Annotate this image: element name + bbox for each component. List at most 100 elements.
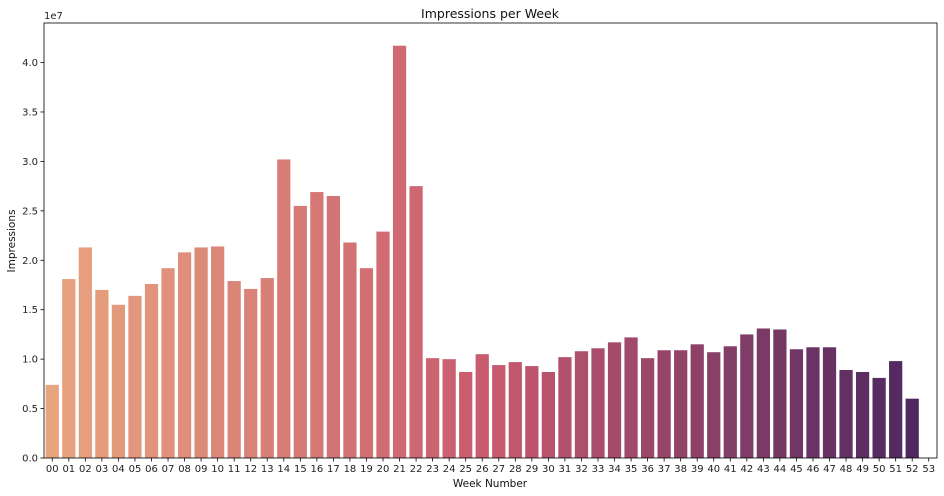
y-axis-label: Impressions [6,210,18,273]
y-tick-label: 3.5 [22,107,38,118]
x-tick-label: 10 [211,464,224,475]
x-tick-label: 14 [277,464,290,475]
bar-week-02 [78,247,92,458]
x-tick-label: 02 [79,464,92,475]
bar-week-20 [376,231,390,458]
x-tick-label: 25 [459,464,472,475]
bar-week-23 [426,358,440,458]
bar-week-26 [475,354,489,458]
bar-week-49 [855,371,870,458]
bar-week-40 [707,352,721,458]
bar-week-37 [657,350,671,458]
bar-week-41 [723,346,737,458]
bar-week-29 [525,366,539,458]
bar-week-48 [839,370,853,458]
bar-week-34 [607,342,622,458]
x-tick-label: 11 [228,464,241,475]
x-tick-label: 06 [145,464,158,475]
x-tick-label: 01 [62,464,75,475]
y-tick-label: 2.5 [22,206,38,217]
x-tick-label: 35 [625,464,638,475]
bar-week-07 [161,268,175,458]
bar-week-12 [244,288,258,458]
chart-title: Impressions per Week [421,6,560,21]
bar-week-51 [889,361,903,458]
bar-week-24 [442,359,456,458]
bar-week-52 [905,398,919,458]
y-tick-label: 0.0 [22,454,38,465]
bar-week-21 [392,45,407,459]
x-tick-label: 50 [873,464,886,475]
x-tick-label: 40 [707,464,720,475]
x-tick-label: 26 [476,464,489,475]
x-tick-label: 34 [608,464,621,475]
bar-week-14 [277,159,291,458]
x-tick-label: 36 [641,464,654,475]
x-tick-label: 00 [46,464,59,475]
bar-week-39 [690,344,704,458]
bar-week-30 [541,371,555,458]
bar-week-17 [326,196,341,458]
bar-week-47 [822,347,837,458]
bar-week-05 [128,295,142,458]
x-tick-label: 30 [542,464,555,475]
bar-week-46 [806,347,820,458]
x-tick-label: 08 [178,464,191,475]
bar-week-04 [111,304,126,458]
x-tick-label: 45 [790,464,803,475]
x-tick-label: 51 [889,464,902,475]
x-axis-label: Week Number [453,478,528,490]
x-tick-label: 46 [807,464,820,475]
bar-week-18 [343,242,357,458]
bar-week-15 [293,205,307,458]
x-tick-label: 43 [757,464,770,475]
bar-week-35 [624,337,638,458]
bar-week-28 [508,362,522,458]
x-tick-label: 12 [244,464,257,475]
bar-week-06 [144,284,159,458]
bars-group [45,45,919,459]
bar-week-27 [492,365,506,458]
y-ticks-group: 0.0 0.5 1.0 1.5 2.0 2.5 3.0 3.5 4.0 [22,58,44,465]
bar-week-09 [194,247,208,458]
x-tick-label: 38 [674,464,687,475]
x-tick-label: 41 [724,464,737,475]
bar-week-36 [640,358,655,458]
bar-week-44 [773,329,787,458]
bar-week-13 [260,278,274,458]
x-tick-label: 47 [823,464,836,475]
x-tick-label: 05 [129,464,142,475]
x-tick-label: 21 [393,464,406,475]
x-tick-label: 48 [840,464,853,475]
x-tick-label: 20 [377,464,390,475]
x-tick-label: 18 [344,464,357,475]
x-tick-label: 39 [691,464,704,475]
y-tick-label: 0.5 [22,404,38,415]
x-tick-label: 19 [360,464,373,475]
x-tick-label: 27 [492,464,505,475]
plot-frame [43,22,938,459]
x-tick-label: 03 [96,464,109,475]
y-tick-label: 2.0 [22,256,38,267]
x-ticks-group: 00 01 02 03 04 05 06 07 08 09 10 11 12 13 14 15 16 17 18 19… [46,458,935,475]
bar-week-50 [872,377,886,458]
x-tick-label: 44 [774,464,787,475]
bar-week-11 [227,281,241,458]
x-tick-label: 49 [856,464,869,475]
bar-week-25 [459,371,473,458]
bar-week-38 [674,350,688,458]
bar-week-42 [740,334,754,458]
bar-week-32 [574,351,589,458]
x-tick-label: 16 [310,464,323,475]
bar-week-45 [789,349,804,458]
bar-week-10 [211,246,225,458]
bar-week-01 [62,279,76,458]
x-tick-label: 04 [112,464,125,475]
y-tick-label: 3.0 [22,157,38,168]
x-tick-label: 17 [327,464,340,475]
x-tick-label: 09 [195,464,208,475]
y-tick-label: 1.5 [22,305,38,316]
x-tick-label: 31 [559,464,572,475]
x-tick-label: 42 [740,464,753,475]
